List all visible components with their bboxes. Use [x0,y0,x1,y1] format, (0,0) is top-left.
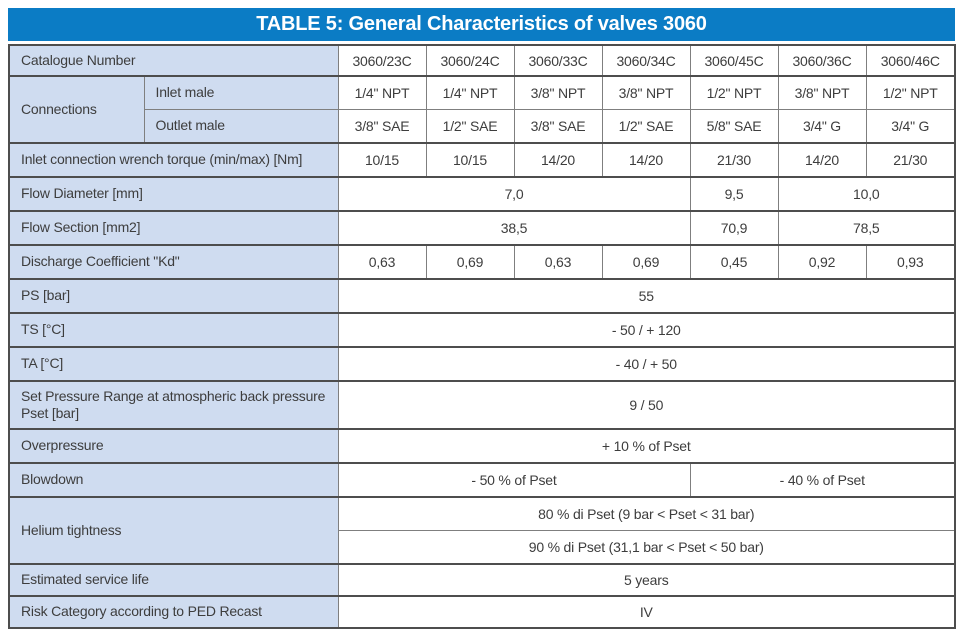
flow-diameter-value: 9,5 [689,176,779,212]
table-title-bar: TABLE 5: General Characteristics of valv… [8,8,955,41]
row-risk-category: Risk Category according to PED Recast IV [8,595,956,629]
row-catalogue: Catalogue Number 3060/23C 3060/24C 3060/… [8,44,956,77]
catalogue-value: 3060/24C [425,44,515,77]
connections-label: Connections [8,75,145,144]
row-flow-section: Flow Section [mm2] 38,5 70,9 78,5 [8,210,956,246]
flow-section-value: 38,5 [337,210,691,246]
row-overpressure: Overpressure + 10 % of Pset [8,428,956,464]
flow-section-label: Flow Section [mm2] [8,210,339,246]
row-helium-80: Helium tightness 80 % di Pset (9 bar < P… [8,496,956,565]
catalogue-value: 3060/36C [777,44,867,77]
row-torque: Inlet connection wrench torque (min/max)… [8,142,956,178]
discharge-value: 0,45 [689,244,779,280]
blowdown-value: - 50 % of Pset [337,462,691,498]
outlet-value: 3/4" G [777,109,867,144]
discharge-value: 0,69 [425,244,515,280]
torque-value: 10/15 [337,142,427,178]
risk-category-value: IV [337,595,956,629]
ps-value: 55 [337,278,956,314]
inlet-value: 1/2" NPT [865,75,956,110]
row-service-life: Estimated service life 5 years [8,563,956,597]
catalogue-value: 3060/46C [865,44,956,77]
row-connections-inlet: Connections Inlet male 1/4" NPT 1/4" NPT… [8,75,956,144]
overpressure-label: Overpressure [8,428,339,464]
ta-value: - 40 / + 50 [337,346,956,382]
discharge-value: 0,92 [777,244,867,280]
row-ps: PS [bar] 55 [8,278,956,314]
torque-value: 21/30 [865,142,956,178]
outlet-value: 3/4" G [865,109,956,144]
risk-category-label: Risk Category according to PED Recast [8,595,339,629]
service-life-label: Estimated service life [8,563,339,597]
service-life-value: 5 years [337,563,956,597]
discharge-label: Discharge Coefficient "Kd" [8,244,339,280]
inlet-value: 1/4" NPT [425,75,515,110]
catalogue-value: 3060/34C [601,44,691,77]
catalogue-value: 3060/23C [337,44,427,77]
discharge-value: 0,63 [513,244,603,280]
blowdown-label: Blowdown [8,462,339,498]
ts-value: - 50 / + 120 [337,312,956,348]
discharge-value: 0,69 [601,244,691,280]
flow-diameter-label: Flow Diameter [mm] [8,176,339,212]
blowdown-value: - 40 % of Pset [689,462,956,498]
catalogue-value: 3060/45C [689,44,779,77]
row-ts: TS [°C] - 50 / + 120 [8,312,956,348]
torque-value: 21/30 [689,142,779,178]
row-helium-90: 90 % di Pset (31,1 bar < Pset < 50 bar) [9,530,956,565]
inlet-value: 3/8" NPT [601,75,691,110]
helium-label: Helium tightness [8,496,339,565]
torque-value: 14/20 [513,142,603,178]
outlet-value: 3/8" SAE [513,109,603,144]
outlet-value: 1/2" SAE [601,109,691,144]
datasheet-page: TABLE 5: General Characteristics of valv… [8,8,956,629]
outlet-male-label: Outlet male [143,109,339,144]
inlet-value: 1/4" NPT [337,75,427,110]
row-set-pressure: Set Pressure Range at atmospheric back p… [8,380,956,430]
flow-section-value: 78,5 [777,210,956,246]
ts-label: TS [°C] [8,312,339,348]
outlet-value: 1/2" SAE [425,109,515,144]
flow-section-value: 70,9 [689,210,779,246]
set-pressure-label: Set Pressure Range at atmospheric back p… [8,380,339,430]
characteristics-table: Catalogue Number 3060/23C 3060/24C 3060/… [8,44,956,629]
flow-diameter-value: 10,0 [777,176,956,212]
discharge-value: 0,63 [337,244,427,280]
outlet-value: 3/8" SAE [337,109,427,144]
torque-value: 14/20 [777,142,867,178]
table-title: TABLE 5: General Characteristics of valv… [256,13,707,35]
row-ta: TA [°C] - 40 / + 50 [8,346,956,382]
ta-label: TA [°C] [8,346,339,382]
catalogue-label: Catalogue Number [8,44,339,77]
torque-value: 14/20 [601,142,691,178]
outlet-value: 5/8" SAE [689,109,779,144]
discharge-value: 0,93 [865,244,956,280]
inlet-male-label: Inlet male [143,75,339,110]
row-flow-diameter: Flow Diameter [mm] 7,0 9,5 10,0 [8,176,956,212]
row-connections-outlet: Outlet male 3/8" SAE 1/2" SAE 3/8" SAE 1… [9,109,956,144]
torque-value: 10/15 [425,142,515,178]
inlet-value: 3/8" NPT [777,75,867,110]
flow-diameter-value: 7,0 [337,176,691,212]
row-blowdown: Blowdown - 50 % of Pset - 40 % of Pset [8,462,956,498]
set-pressure-value: 9 / 50 [337,380,956,430]
row-discharge: Discharge Coefficient "Kd" 0,63 0,69 0,6… [8,244,956,280]
helium-value: 90 % di Pset (31,1 bar < Pset < 50 bar) [337,530,956,565]
catalogue-value: 3060/33C [513,44,603,77]
helium-value: 80 % di Pset (9 bar < Pset < 31 bar) [337,496,956,531]
inlet-value: 3/8" NPT [513,75,603,110]
ps-label: PS [bar] [8,278,339,314]
overpressure-value: + 10 % of Pset [337,428,956,464]
torque-label: Inlet connection wrench torque (min/max)… [8,142,339,178]
inlet-value: 1/2" NPT [689,75,779,110]
